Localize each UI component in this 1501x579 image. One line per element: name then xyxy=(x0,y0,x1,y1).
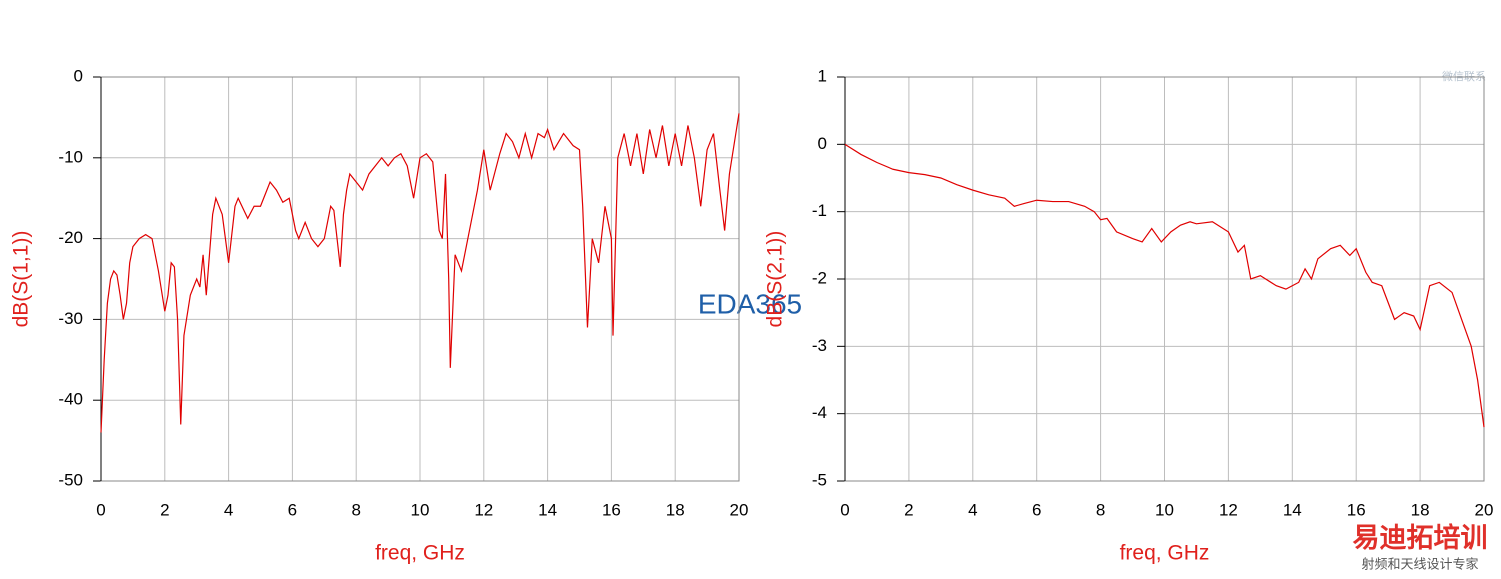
x-tick-label: 18 xyxy=(666,500,685,519)
y-tick-label: -50 xyxy=(58,470,83,489)
y-tick-label: -3 xyxy=(812,336,827,355)
center-watermark: EDA365 xyxy=(698,288,802,319)
x-tick-label: 6 xyxy=(1032,500,1041,519)
y-tick-label: -30 xyxy=(58,309,83,328)
y-tick-label: -4 xyxy=(812,403,827,422)
x-tick-label: 6 xyxy=(288,500,297,519)
x-tick-label: 10 xyxy=(1155,500,1174,519)
y-tick-label: -20 xyxy=(58,228,83,247)
x-tick-label: 0 xyxy=(840,500,849,519)
x-tick-label: 8 xyxy=(351,500,360,519)
contact-watermark: 微信联系 xyxy=(1442,69,1486,83)
x-tick-label: 20 xyxy=(1475,500,1494,519)
x-tick-label: 0 xyxy=(96,500,105,519)
x-tick-label: 18 xyxy=(1411,500,1430,519)
y-tick-label: -2 xyxy=(812,268,827,287)
x-tick-label: 2 xyxy=(904,500,913,519)
x-tick-label: 4 xyxy=(968,500,977,519)
brand-watermark: 易迪拓培训 xyxy=(1353,523,1488,553)
y-tick-label: -5 xyxy=(812,470,827,489)
x-tick-label: 4 xyxy=(224,500,233,519)
y-tick-label: 1 xyxy=(818,66,827,85)
x-tick-label: 16 xyxy=(1347,500,1366,519)
y-tick-label: -40 xyxy=(58,390,83,409)
x-tick-label: 20 xyxy=(730,500,749,519)
x-tick-label: 2 xyxy=(160,500,169,519)
x-tick-label: 12 xyxy=(474,500,493,519)
x-tick-label: 14 xyxy=(538,500,557,519)
y-tick-label: -1 xyxy=(812,201,827,220)
y-axis-label: dB(S(1,1)) xyxy=(10,231,33,328)
x-tick-label: 10 xyxy=(411,500,430,519)
x-tick-label: 8 xyxy=(1096,500,1105,519)
y-tick-label: 0 xyxy=(818,134,827,153)
x-tick-label: 14 xyxy=(1283,500,1302,519)
data-line xyxy=(100,113,740,433)
x-axis-label: freq, GHz xyxy=(1120,542,1210,565)
y-axis-label: dB(S(2,1)) xyxy=(764,231,787,328)
x-tick-label: 12 xyxy=(1219,500,1238,519)
y-tick-label: 0 xyxy=(74,66,83,85)
slogan-watermark: 射频和天线设计专家 xyxy=(1361,556,1478,571)
data-line xyxy=(844,143,1485,428)
x-axis-label: freq, GHz xyxy=(375,542,465,565)
y-tick-label: -10 xyxy=(58,147,83,166)
x-tick-label: 16 xyxy=(602,500,621,519)
